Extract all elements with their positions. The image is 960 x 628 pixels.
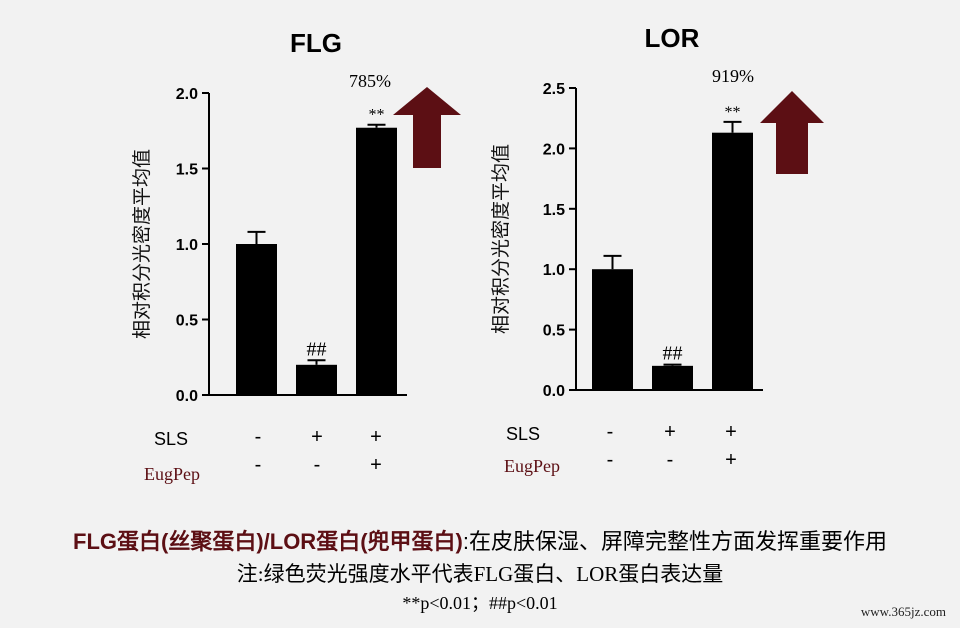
caption-significance: **p<0.01；##p<0.01 — [402, 593, 558, 613]
chart-lor-bar — [652, 365, 693, 390]
chart-flg-y-tick-label: 0.0 — [176, 388, 198, 405]
chart-lor-up-arrow-icon — [760, 91, 824, 174]
chart-lor-y-tick-label: 2.0 — [543, 141, 565, 158]
chart-flg-bar — [356, 127, 397, 395]
chart-flg-significance-mark: ## — [307, 338, 327, 360]
chart-lor-bar — [712, 132, 753, 391]
figure-svg: FLG 0.0 0.5 1.0 1.5 2.0 相对积分光密度平均值 ## ** 785% SLS E… — [131, 23, 824, 484]
chart-lor-y-tick-label: 1.0 — [543, 262, 565, 279]
chart-flg-sls-sign: + — [311, 426, 323, 448]
chart-lor-sls-label: SLS — [506, 424, 540, 444]
caption-line-2: 注:绿色荧光强度水平代表FLG蛋白、LOR蛋白表达量 — [236, 562, 724, 586]
chart-flg-eugpep-sign: - — [314, 454, 321, 476]
chart-flg-bar — [236, 244, 277, 395]
chart-flg-up-arrow-icon — [393, 87, 461, 168]
chart-flg-eugpep-label: EugPep — [144, 464, 200, 484]
chart-lor-sls-sign: - — [607, 421, 614, 443]
chart-lor-y-tick-label: 0.0 — [543, 383, 565, 400]
chart-flg-y-tick-label: 0.5 — [176, 313, 198, 330]
chart-lor-eugpep-sign: - — [667, 449, 674, 471]
chart-lor-title: LOR — [645, 23, 700, 53]
chart-lor-significance-mark: ## — [663, 343, 683, 365]
chart-lor-eugpep-label: EugPep — [504, 456, 560, 476]
chart-flg-increase-label: 785% — [349, 71, 391, 91]
chart-lor-sls-sign: + — [664, 421, 676, 443]
chart-flg-y-tick-label: 1.0 — [176, 237, 198, 254]
chart-flg-sls-sign: - — [255, 426, 262, 448]
chart-lor-eugpep-sign: - — [607, 449, 614, 471]
chart-flg-y-axis-label: 相对积分光密度平均值 — [131, 149, 153, 339]
chart-lor-bar — [592, 269, 633, 390]
chart-lor-sls-sign: + — [725, 421, 737, 443]
caption-highlight: FLG蛋白(丝聚蛋白)/LOR蛋白(兜甲蛋白) — [73, 529, 463, 554]
chart-lor-significance-mark: ** — [725, 104, 741, 121]
chart-flg-y-tick-label: 2.0 — [176, 86, 198, 103]
chart-flg-significance-mark: ** — [369, 107, 385, 124]
chart-flg-eugpep-sign: + — [370, 454, 382, 476]
chart-flg-title: FLG — [290, 28, 342, 58]
chart-lor-y-tick-label: 0.5 — [543, 323, 565, 340]
chart-flg-sls-sign: + — [370, 426, 382, 448]
chart-lor-y-tick-label: 1.5 — [543, 202, 565, 219]
watermark: www.365jz.com — [860, 604, 946, 619]
chart-flg-eugpep-sign: - — [255, 454, 262, 476]
chart-lor-y-tick-label: 2.5 — [543, 81, 565, 98]
chart-lor-y-axis-label: 相对积分光密度平均值 — [490, 144, 512, 334]
chart-flg-y-tick-label: 1.5 — [176, 162, 198, 179]
caption-rest: :在皮肤保湿、屏障完整性方面发挥重要作用 — [462, 529, 887, 554]
chart-lor-eugpep-sign: + — [725, 449, 737, 471]
chart-flg-bar — [296, 364, 337, 395]
chart-flg-sls-label: SLS — [154, 429, 188, 449]
chart-lor-increase-label: 919% — [712, 66, 754, 86]
caption-line-1: FLG蛋白(丝聚蛋白)/LOR蛋白(兜甲蛋白):在皮肤保湿、屏障完整性方面发挥重… — [0, 524, 960, 556]
